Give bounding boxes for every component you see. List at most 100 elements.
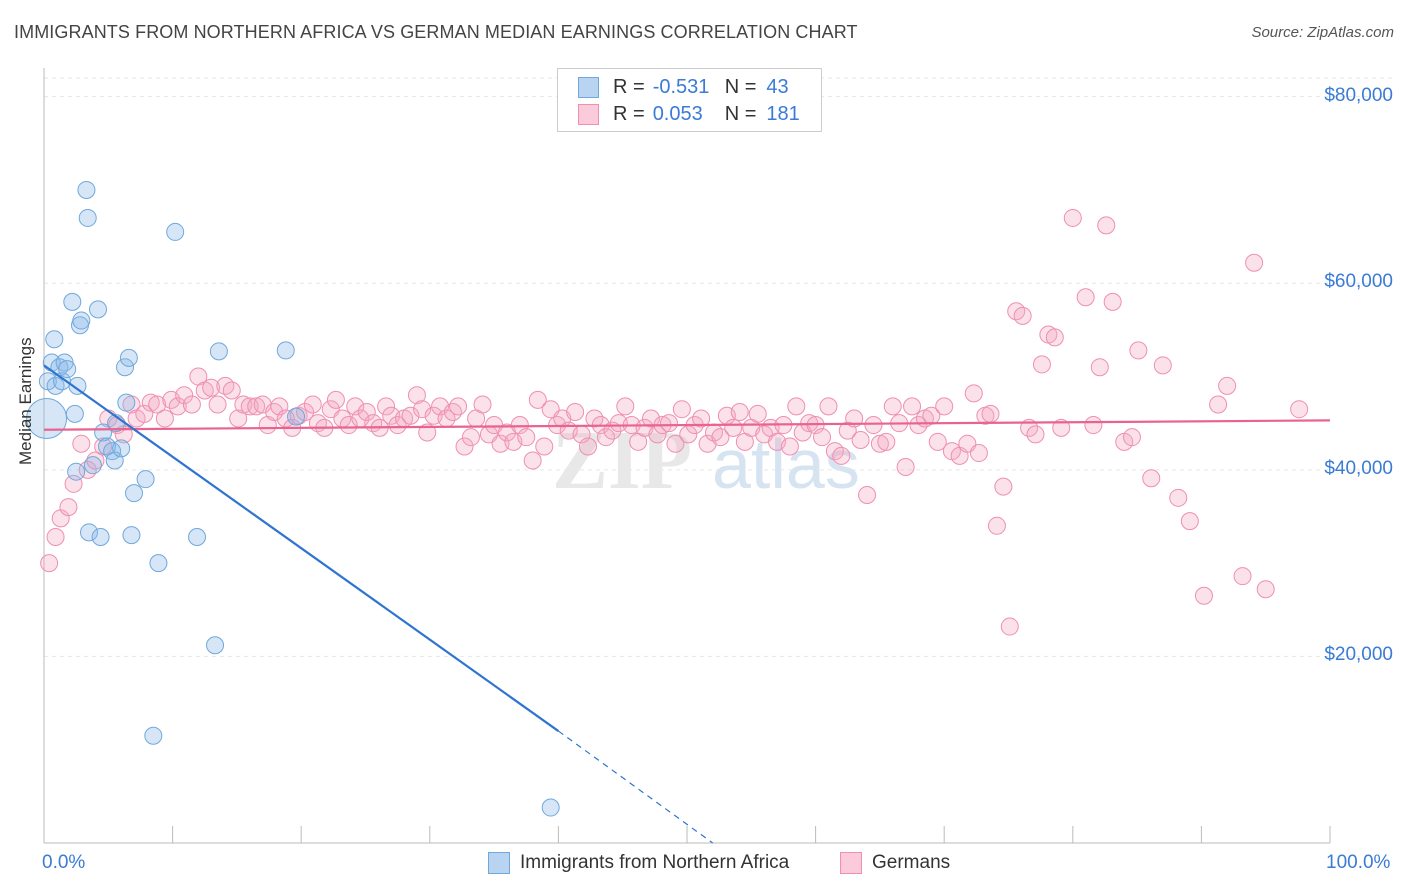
data-point-germans bbox=[1007, 302, 1026, 321]
data-point-germans bbox=[135, 404, 154, 423]
trend-line-germans bbox=[43, 419, 1331, 431]
data-point-germans bbox=[357, 402, 376, 421]
legend-swatch-pink bbox=[578, 103, 599, 125]
data-point-germans bbox=[964, 384, 983, 403]
trend-line-immigrants bbox=[43, 364, 560, 732]
data-point-germans bbox=[1000, 617, 1019, 636]
data-point-germans bbox=[449, 397, 468, 416]
data-point-germans bbox=[1194, 586, 1213, 605]
data-point-germans bbox=[1233, 567, 1252, 586]
data-point-germans bbox=[832, 446, 851, 465]
data-point-germans bbox=[535, 437, 554, 456]
legend-stats: R = -0.531 N = 43 R = 0.053 N = 181 bbox=[557, 68, 822, 132]
data-point-germans bbox=[724, 418, 743, 437]
data-point-germans bbox=[1076, 288, 1095, 307]
n-value: 181 bbox=[766, 102, 800, 125]
data-point-germans bbox=[666, 434, 685, 453]
data-point-germans bbox=[1218, 376, 1237, 395]
data-point-germans bbox=[730, 402, 749, 421]
data-point-germans bbox=[825, 442, 844, 461]
data-point-germans bbox=[401, 406, 420, 425]
legend-row-germans: R = 0.053 N = 181 bbox=[578, 101, 800, 127]
data-point-germans bbox=[86, 451, 105, 470]
data-point-germans bbox=[216, 376, 235, 395]
r-label: R = bbox=[613, 75, 645, 98]
data-point-germans bbox=[1169, 488, 1188, 507]
data-point-immigrants bbox=[80, 523, 99, 542]
data-point-immigrants bbox=[188, 528, 207, 546]
data-point-germans bbox=[407, 386, 426, 405]
data-point-germans bbox=[155, 409, 174, 428]
data-point-germans bbox=[780, 437, 799, 456]
data-point-germans bbox=[377, 397, 396, 416]
y-tick-label: $80,000 bbox=[1324, 84, 1393, 106]
data-point-germans bbox=[1142, 469, 1161, 488]
data-point-germans bbox=[59, 498, 78, 517]
data-point-germans bbox=[94, 437, 113, 456]
data-point-germans bbox=[858, 486, 877, 505]
data-point-germans bbox=[883, 397, 902, 416]
series-immigrants-northern-africa bbox=[26, 180, 560, 817]
data-point-immigrants bbox=[144, 726, 163, 745]
data-point-germans bbox=[168, 397, 187, 416]
data-point-immigrants bbox=[541, 798, 560, 817]
data-point-germans bbox=[1256, 580, 1275, 599]
data-point-immigrants bbox=[89, 300, 108, 319]
data-point-germans bbox=[987, 516, 1006, 535]
data-point-germans bbox=[585, 409, 604, 428]
data-point-immigrants bbox=[83, 456, 102, 475]
data-point-germans bbox=[1209, 395, 1228, 414]
data-point-germans bbox=[903, 397, 922, 416]
data-point-germans bbox=[787, 397, 806, 416]
data-point-germans bbox=[616, 397, 635, 416]
legend-label-immigrants: Immigrants from Northern Africa bbox=[520, 852, 790, 873]
data-point-germans bbox=[208, 395, 227, 414]
data-point-germans bbox=[1090, 358, 1109, 377]
data-point-germans bbox=[1052, 418, 1071, 437]
legend-swatch-blue bbox=[578, 76, 599, 98]
axes bbox=[43, 68, 1331, 844]
data-point-germans bbox=[473, 395, 492, 414]
data-point-germans bbox=[141, 393, 160, 412]
n-value: 43 bbox=[766, 75, 789, 98]
data-point-immigrants bbox=[26, 398, 68, 440]
data-point-germans bbox=[566, 402, 585, 421]
data-point-immigrants bbox=[77, 180, 96, 199]
r-value: -0.531 bbox=[652, 75, 710, 98]
trend-lines bbox=[43, 364, 1331, 844]
data-point-immigrants bbox=[125, 484, 144, 503]
data-point-germans bbox=[46, 528, 65, 546]
source-label: Source: ZipAtlas.com bbox=[1251, 24, 1394, 41]
data-point-germans bbox=[1013, 306, 1032, 325]
data-point-immigrants bbox=[72, 311, 91, 330]
data-point-germans bbox=[896, 458, 915, 477]
data-point-germans bbox=[928, 432, 947, 451]
data-point-immigrants bbox=[122, 526, 141, 545]
legend-label-germans: Germans bbox=[872, 852, 951, 873]
y-tick-label: $20,000 bbox=[1324, 644, 1393, 666]
data-point-germans bbox=[461, 428, 480, 447]
data-point-immigrants bbox=[58, 360, 77, 379]
data-point-germans bbox=[1097, 216, 1116, 235]
legend-swatch-pink bbox=[840, 852, 862, 874]
data-point-immigrants bbox=[287, 407, 306, 426]
data-point-germans bbox=[418, 423, 437, 442]
data-point-immigrants bbox=[91, 528, 110, 546]
data-point-germans bbox=[1245, 253, 1264, 272]
data-point-germans bbox=[265, 402, 284, 421]
data-point-germans bbox=[1290, 400, 1309, 419]
data-point-germans bbox=[1153, 356, 1172, 375]
data-point-germans bbox=[748, 404, 767, 423]
data-point-immigrants bbox=[117, 393, 136, 412]
data-point-germans bbox=[148, 395, 167, 414]
data-point-germans bbox=[528, 390, 547, 409]
data-point-germans bbox=[523, 451, 542, 470]
data-point-germans bbox=[1180, 512, 1199, 531]
data-point-germans bbox=[711, 428, 730, 447]
legend-item-immigrants: Immigrants from Northern Africa bbox=[488, 852, 789, 874]
data-point-germans bbox=[1084, 416, 1103, 435]
data-point-immigrants bbox=[63, 292, 82, 311]
data-point-immigrants bbox=[112, 439, 131, 458]
data-point-germans bbox=[175, 386, 194, 405]
watermark-atlas: atlas bbox=[712, 425, 860, 503]
